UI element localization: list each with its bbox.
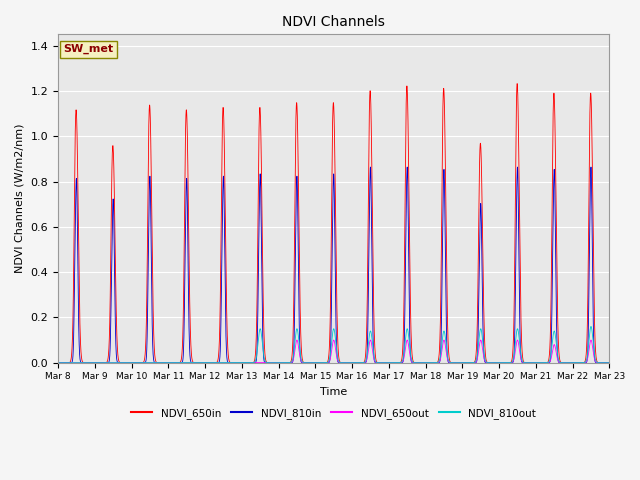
- NDVI_810in: [483, 360, 491, 366]
- Line: NDVI_650in: NDVI_650in: [58, 84, 609, 363]
- NDVI_810in: [497, 360, 505, 366]
- NDVI_810out: [54, 360, 62, 366]
- NDVI_650out: [587, 337, 595, 343]
- NDVI_650in: [406, 276, 414, 281]
- Line: NDVI_810in: NDVI_810in: [58, 167, 609, 363]
- Line: NDVI_650out: NDVI_650out: [58, 340, 609, 363]
- NDVI_810out: [468, 360, 476, 366]
- NDVI_650out: [483, 360, 491, 366]
- NDVI_810out: [497, 360, 505, 366]
- NDVI_810in: [54, 360, 62, 366]
- Legend: NDVI_650in, NDVI_810in, NDVI_650out, NDVI_810out: NDVI_650in, NDVI_810in, NDVI_650out, NDV…: [127, 404, 540, 423]
- NDVI_810in: [468, 360, 476, 366]
- NDVI_810in: [83, 360, 91, 366]
- NDVI_650in: [505, 360, 513, 366]
- NDVI_810out: [406, 347, 414, 352]
- NDVI_650in: [483, 360, 491, 365]
- NDVI_650in: [605, 360, 613, 366]
- NDVI_810out: [83, 360, 91, 366]
- NDVI_650in: [513, 81, 521, 86]
- NDVI_650out: [406, 352, 414, 358]
- NDVI_810in: [605, 360, 613, 366]
- NDVI_810in: [406, 341, 414, 347]
- NDVI_650out: [505, 360, 513, 366]
- Line: NDVI_810out: NDVI_810out: [58, 326, 609, 363]
- NDVI_650in: [54, 360, 62, 366]
- NDVI_810in: [505, 360, 513, 366]
- X-axis label: Time: Time: [320, 387, 348, 397]
- NDVI_810out: [505, 360, 513, 366]
- NDVI_650in: [497, 360, 505, 366]
- NDVI_650out: [83, 360, 91, 366]
- Title: NDVI Channels: NDVI Channels: [282, 15, 385, 29]
- NDVI_650out: [497, 360, 505, 366]
- NDVI_650out: [468, 360, 476, 366]
- NDVI_810out: [587, 324, 595, 329]
- NDVI_810out: [483, 360, 491, 365]
- NDVI_650in: [83, 360, 91, 366]
- Y-axis label: NDVI Channels (W/m2/nm): NDVI Channels (W/m2/nm): [15, 124, 25, 273]
- NDVI_810in: [587, 164, 595, 170]
- NDVI_650out: [605, 360, 613, 366]
- NDVI_650in: [468, 360, 476, 366]
- NDVI_810out: [605, 360, 613, 366]
- Text: SW_met: SW_met: [63, 44, 114, 54]
- NDVI_650out: [54, 360, 62, 366]
